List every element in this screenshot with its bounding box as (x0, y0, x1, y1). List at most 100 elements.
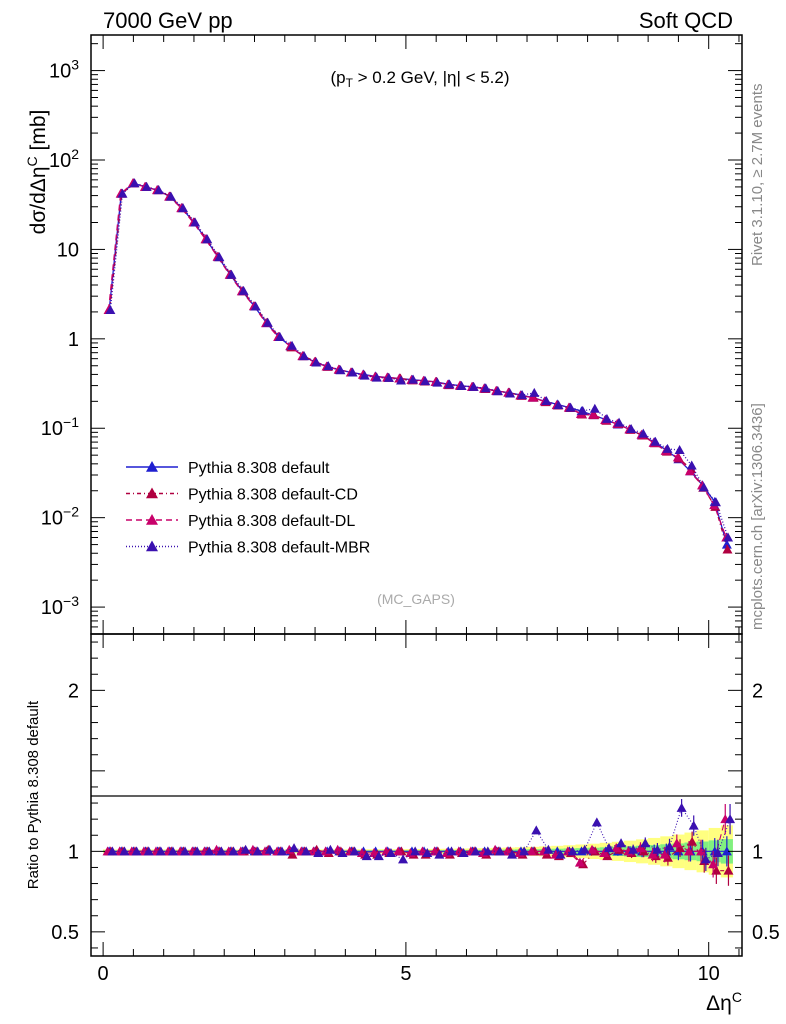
ratio-series-3 (107, 799, 736, 872)
data-point (396, 375, 407, 385)
data-point (250, 301, 261, 311)
legend-label: Pythia 8.308 default (188, 460, 330, 477)
ratio-frame (90, 633, 743, 957)
ratio-series-group (102, 799, 736, 886)
series-3 (105, 178, 734, 542)
ratio-point (494, 846, 505, 856)
data-point (190, 217, 201, 227)
ratio-point (361, 851, 372, 861)
ratio-point (410, 846, 421, 856)
data-point (408, 374, 419, 384)
ratio-point (567, 846, 578, 856)
ratio-point (422, 847, 433, 857)
ratio-tick-label: 0.5 (752, 922, 780, 944)
ratio-point (325, 844, 336, 854)
legend-label: Pythia 8.308 default-MBR (188, 540, 370, 557)
ratio-point (664, 841, 675, 851)
legend-marker (146, 461, 158, 472)
data-point (238, 285, 249, 295)
ratio-point (579, 844, 590, 854)
ratio-tick-label: 2 (752, 680, 763, 702)
series-line (107, 182, 727, 538)
y-tick-label: 103 (49, 57, 79, 83)
process-label: Soft QCD (639, 8, 733, 33)
ratio-point (458, 847, 469, 857)
ratio-point (616, 838, 627, 848)
ratio-point (531, 825, 542, 835)
data-point (589, 403, 600, 413)
ratio-point (555, 849, 566, 859)
ratio-x-axis: 0 5 10 (98, 634, 740, 985)
ratio-point (519, 846, 530, 856)
data-point (153, 185, 164, 195)
legend-label: Pythia 8.308 default-DL (188, 513, 355, 530)
ratio-point (332, 844, 343, 854)
data-point (202, 234, 213, 244)
data-point (432, 377, 443, 387)
main-series-group (103, 178, 734, 554)
ratio-point (204, 846, 215, 856)
main-x-axis (102, 35, 740, 634)
ratio-point (676, 802, 687, 812)
ratio-point (708, 859, 719, 869)
data-point (722, 544, 733, 554)
data-point (565, 402, 576, 412)
legend-item: Pythia 8.308 default-MBR (126, 540, 370, 557)
y-tick-label: 10−1 (41, 414, 79, 440)
y-tick-label: 10 (57, 239, 79, 261)
data-point (553, 400, 564, 410)
ratio-point (143, 846, 154, 856)
ratio-point (603, 843, 614, 853)
ratio-point (696, 846, 707, 856)
data-point (638, 428, 649, 438)
ratio-point (289, 843, 300, 853)
ratio-point (652, 844, 663, 854)
ratio-point (659, 849, 670, 859)
data-point (105, 305, 116, 315)
data-point (672, 452, 683, 462)
data-point (601, 413, 612, 423)
ratio-point (712, 847, 723, 857)
ratio-point (526, 846, 537, 856)
ratio-point (688, 820, 699, 830)
data-point (129, 178, 140, 188)
ratio-point (228, 846, 239, 856)
ratio-point (711, 865, 722, 875)
ratio-point (587, 844, 598, 854)
ratio-tick-label: 1 (68, 841, 79, 863)
ratio-point (591, 817, 602, 827)
ratio-point (482, 846, 493, 856)
ratio-point (611, 843, 622, 853)
ratio-point (725, 814, 736, 824)
y-tick-label: 10−3 (41, 593, 79, 619)
cut-annotation: (pT > 0.2 GeV, |η| < 5.2) (330, 68, 509, 90)
ratio-point (337, 847, 348, 857)
data-point (359, 370, 370, 380)
ratio-point (398, 854, 409, 864)
data-point (588, 409, 599, 419)
ratio-point (721, 846, 732, 856)
ratio-point (252, 846, 263, 856)
ratio-point (635, 843, 646, 853)
data-point (577, 405, 588, 415)
ratio-point (287, 849, 298, 859)
legend-marker (146, 514, 158, 525)
x-tick-label: 0 (98, 963, 109, 985)
data-point (662, 443, 673, 453)
ratio-point (373, 851, 384, 861)
data-point (527, 392, 538, 402)
data-point (311, 357, 322, 367)
ratio-line (112, 806, 731, 861)
data-point (723, 532, 734, 542)
ratio-point (240, 844, 251, 854)
legend-label: Pythia 8.308 default-CD (188, 487, 358, 504)
ratio-point (369, 847, 380, 857)
data-point (274, 331, 285, 341)
ratio-point (700, 854, 711, 864)
ratio-point (507, 849, 518, 859)
ratio-point (675, 843, 686, 853)
ratio-point (671, 838, 682, 848)
ratio-tick-label: 1 (752, 841, 763, 863)
data-point (323, 361, 334, 371)
x-axis-title: ΔηC (706, 989, 742, 1015)
